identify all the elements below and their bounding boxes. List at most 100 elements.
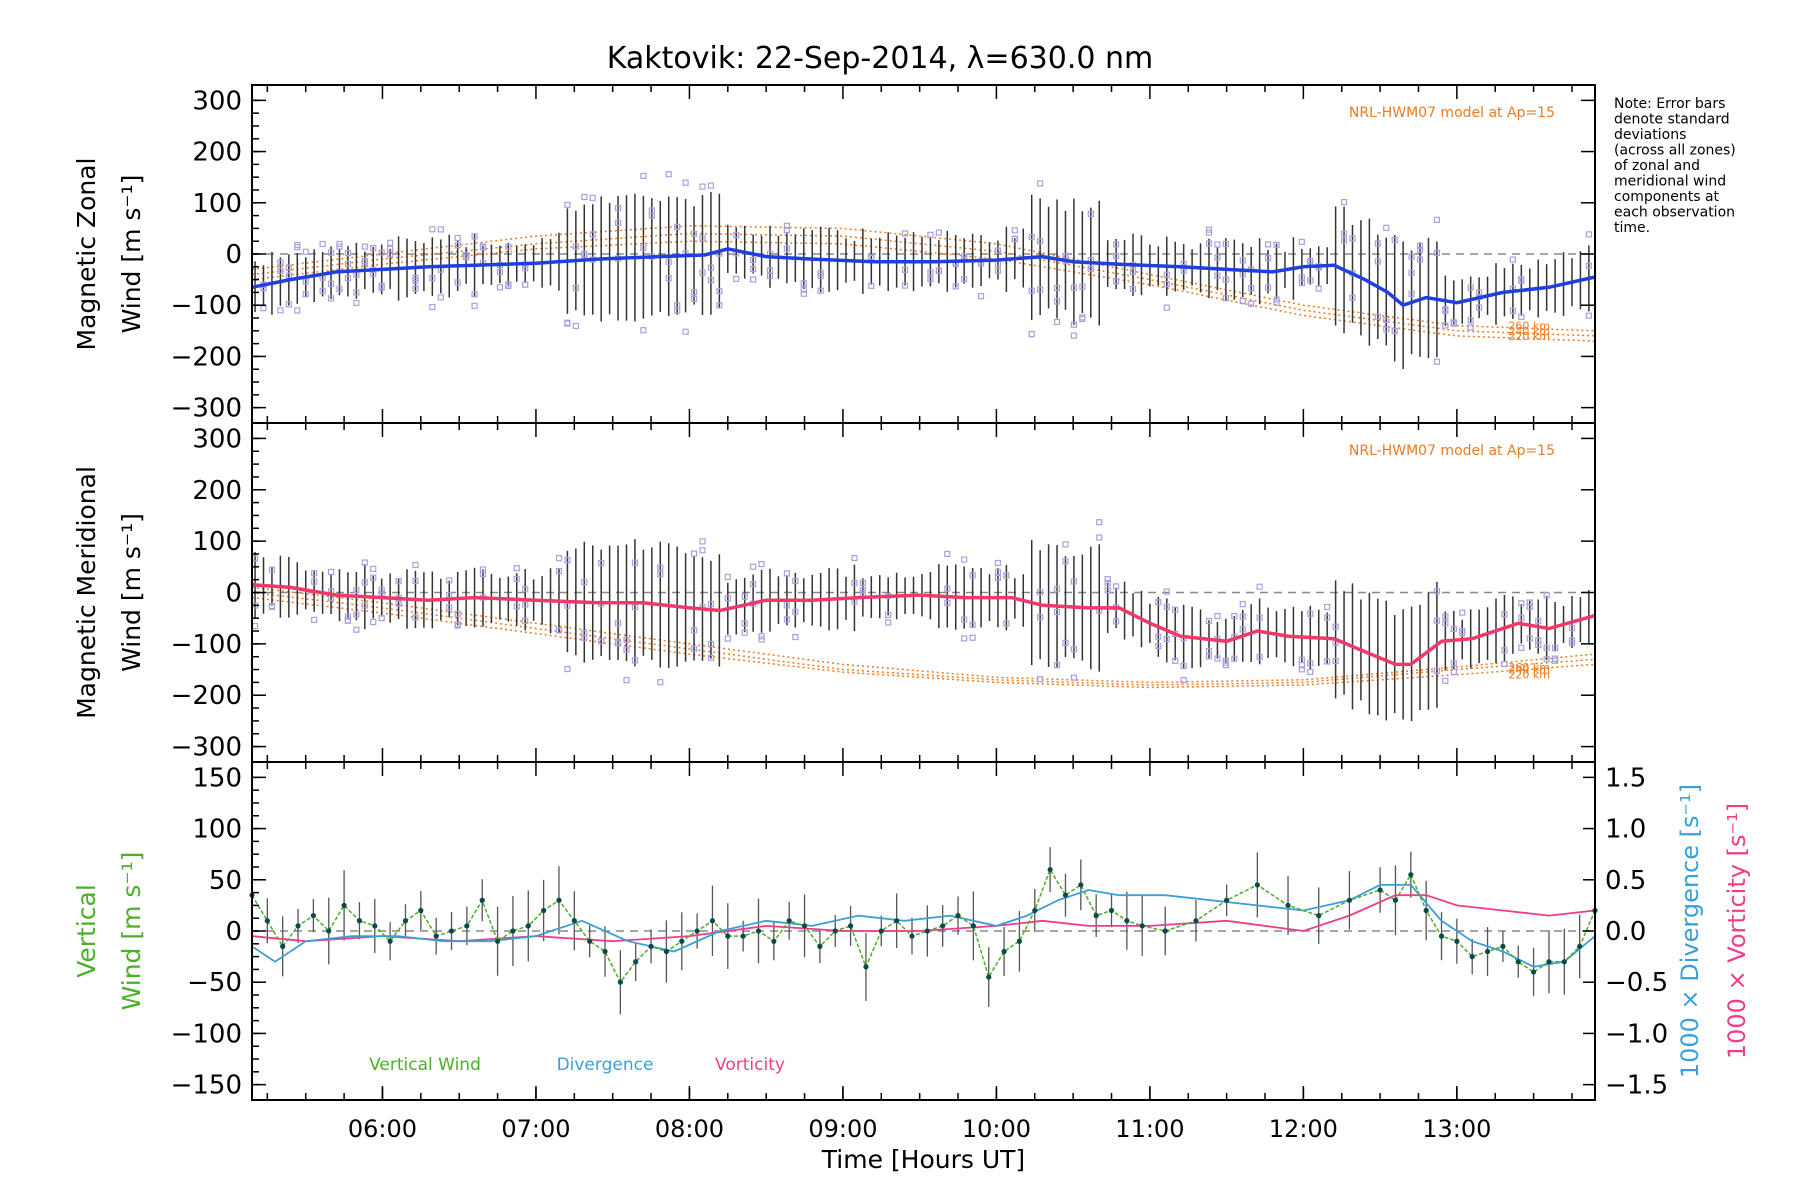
- scatter-point: [1307, 257, 1314, 264]
- note-line: denote standard: [1614, 112, 1730, 128]
- scatter-point: [327, 568, 335, 575]
- scatter-point: [800, 286, 807, 293]
- scatter-point: [1113, 278, 1120, 285]
- vertical-wind-point: [801, 923, 808, 929]
- scatter-point: [733, 231, 740, 239]
- vertical-wind-point: [1531, 969, 1537, 975]
- model-label: NRL-HWM07 model at Ap=15: [1349, 105, 1555, 121]
- vertical-wind-point: [295, 923, 301, 929]
- vertical-wind-point: [433, 933, 439, 939]
- vorticity-line: [251, 894, 1596, 943]
- scatter-point: [750, 563, 757, 570]
- y-tick-label: 100: [192, 815, 242, 845]
- x-tick-label: 13:00: [1422, 1115, 1491, 1143]
- scatter-point: [319, 287, 326, 294]
- scatter-point: [1467, 317, 1474, 324]
- y-tick-label: −200: [171, 681, 242, 711]
- scatter-point: [336, 285, 343, 292]
- scatter-point: [750, 276, 757, 283]
- scatter-point: [901, 282, 909, 289]
- x-tick-label: 11:00: [1115, 1115, 1184, 1143]
- scatter-point: [1239, 613, 1246, 620]
- note-line: of zonal and: [1614, 158, 1700, 174]
- scatter-point: [1028, 287, 1035, 294]
- scatter-point: [707, 654, 715, 661]
- scatter-point: [1264, 241, 1272, 248]
- scatter-point: [1053, 318, 1061, 326]
- scatter-point: [1568, 624, 1576, 632]
- scatter-point: [1374, 258, 1381, 265]
- scatter-point: [783, 616, 790, 623]
- scatter-point: [1433, 358, 1441, 365]
- model-line: [251, 225, 1596, 332]
- scatter-point: [935, 267, 942, 274]
- scatter-point: [707, 640, 715, 648]
- vertical-wind-point: [940, 923, 946, 929]
- vertical-wind-point: [1093, 913, 1099, 919]
- scatter-point: [614, 638, 622, 645]
- vertical-wind-point: [1484, 948, 1491, 955]
- scatter-point: [716, 288, 723, 295]
- note-line: Note: Error bars: [1614, 96, 1725, 112]
- scatter-point: [522, 617, 529, 624]
- scatter-point: [1155, 633, 1162, 640]
- y-tick-label: 0: [225, 579, 242, 609]
- scatter-point: [496, 284, 503, 291]
- y-axis-label: Wind [m s⁻¹]: [117, 852, 146, 1011]
- scatter-point: [1163, 271, 1170, 278]
- scatter-point: [961, 616, 968, 623]
- chart-title: Kaktovik: 22-Sep-2014, λ=630.0 nm: [607, 41, 1153, 76]
- scatter-point: [1003, 620, 1010, 627]
- vertical-wind-point: [1001, 948, 1007, 955]
- scatter-point: [361, 579, 368, 586]
- scatter-point: [1324, 603, 1331, 611]
- scatter-point: [1391, 327, 1398, 335]
- scatter-point: [479, 570, 487, 578]
- y2-tick-label: 0.5: [1605, 866, 1646, 896]
- scatter-point: [1408, 290, 1415, 297]
- scatter-point: [851, 554, 858, 562]
- vertical-wind-point: [372, 923, 378, 929]
- scatter-point: [1104, 576, 1111, 583]
- scatter-point: [750, 256, 757, 264]
- scatter-point: [758, 636, 765, 643]
- scatter-point: [1298, 238, 1305, 245]
- scatter-point: [1163, 304, 1170, 311]
- scatter-point: [699, 183, 706, 190]
- scatter-point: [1307, 610, 1314, 617]
- scatter-point: [1526, 599, 1533, 606]
- scatter-point: [1273, 241, 1280, 248]
- scatter-point: [1239, 298, 1246, 305]
- vertical-wind-point: [694, 928, 700, 934]
- scatter-point: [707, 600, 715, 608]
- y-tick-label: −100: [171, 1019, 242, 1049]
- vertical-wind-point: [494, 938, 501, 944]
- scatter-point: [370, 618, 377, 626]
- scatter-point: [311, 616, 318, 623]
- vertical-wind-point: [709, 918, 716, 924]
- scatter-point: [1087, 265, 1094, 272]
- vertical-wind-point: [1577, 943, 1583, 949]
- scatter-point: [285, 272, 292, 279]
- scatter-point: [572, 243, 579, 250]
- scatter-point: [977, 293, 985, 300]
- scatter-point: [1070, 646, 1078, 653]
- scatter-point: [1518, 614, 1525, 621]
- legend-item: Vorticity: [715, 1055, 785, 1075]
- scatter-point: [1459, 629, 1466, 637]
- scatter-point: [1585, 312, 1592, 319]
- note-line: deviations: [1614, 127, 1686, 143]
- scatter-point: [1340, 230, 1348, 237]
- y-axis-label: Vertical: [72, 884, 101, 978]
- scatter-point: [564, 665, 571, 673]
- scatter-point: [454, 610, 461, 617]
- scatter-point: [1518, 600, 1525, 607]
- scatter-point: [564, 201, 571, 208]
- vertical-wind-point: [1515, 959, 1521, 965]
- vertical-wind-point: [1285, 902, 1291, 908]
- scatter-point: [1104, 579, 1111, 587]
- scatter-point: [1113, 252, 1120, 260]
- scatter-point: [395, 578, 402, 585]
- scatter-point: [1053, 608, 1061, 616]
